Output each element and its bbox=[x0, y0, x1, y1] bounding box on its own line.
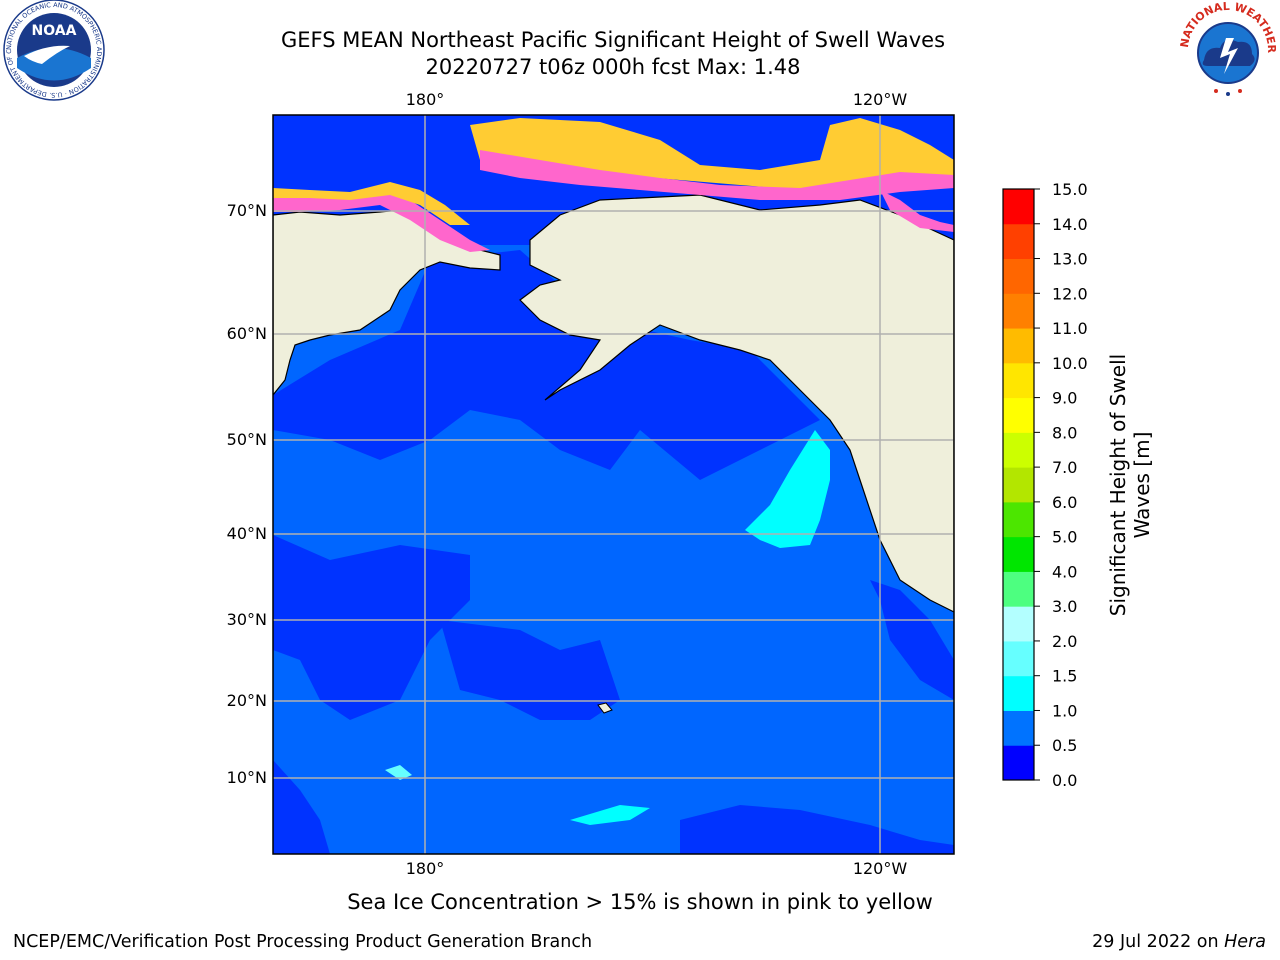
colorbar-tick-label: 5.0 bbox=[1052, 528, 1077, 547]
lat-label-30n: 30°N bbox=[227, 610, 267, 629]
colorbar-segment bbox=[1003, 640, 1034, 677]
swell-cyan-south bbox=[570, 805, 650, 825]
colorbar-tick-label: 0.0 bbox=[1052, 771, 1077, 790]
colorbar-segment bbox=[1003, 328, 1034, 364]
lat-label-10n: 10°N bbox=[227, 768, 267, 787]
colorbar-title: Significant Height of Swell Waves [m] bbox=[1106, 305, 1154, 665]
colorbar-tick-label: 12.0 bbox=[1052, 284, 1088, 303]
land-hawaii bbox=[597, 702, 613, 714]
lon-label-bottom-120w: 120°W bbox=[853, 859, 908, 878]
map-area bbox=[273, 115, 954, 854]
colorbar-tick-label: 6.0 bbox=[1052, 493, 1077, 512]
noaa-logo-text: NOAA bbox=[32, 23, 77, 39]
colorbar-tick-label: 11.0 bbox=[1052, 319, 1088, 338]
colorbar-title-line1: Significant Height of Swell bbox=[1106, 353, 1130, 617]
colorbar-tick-label: 13.0 bbox=[1052, 250, 1088, 269]
deep-swell-west bbox=[273, 535, 470, 720]
colorbar-segment bbox=[1003, 536, 1034, 572]
colorbar-ticks: 0.0 0.5 1.0 1.5 2.0 3.0 4.0 5.0 6.0 7.0 8.0 9.0 10.0… bbox=[1034, 180, 1088, 790]
colorbar-tick-label: 1.5 bbox=[1052, 667, 1077, 686]
lat-label-60n: 60°N bbox=[227, 324, 267, 343]
colorbar-segment bbox=[1003, 606, 1034, 642]
colorbar-tick-label: 10.0 bbox=[1052, 354, 1088, 373]
land-alaska bbox=[519, 194, 954, 613]
footer-date: 29 Jul 2022 on Hera bbox=[1092, 932, 1266, 952]
colorbar-tick-label: 4.0 bbox=[1052, 562, 1077, 581]
deep-swell-north bbox=[273, 250, 820, 480]
lon-label-top-180: 180° bbox=[406, 90, 445, 109]
colorbar-segment bbox=[1003, 258, 1034, 294]
sea-ice-note: Sea Ice Concentration > 15% is shown in … bbox=[347, 890, 933, 914]
sea-ice-pink bbox=[480, 150, 954, 200]
colorbar-segment bbox=[1003, 501, 1034, 538]
graticule bbox=[273, 115, 954, 854]
lat-label-70n: 70°N bbox=[227, 201, 267, 220]
colorbar-segment bbox=[1003, 675, 1034, 711]
sea-ice-west-yellow bbox=[273, 182, 470, 225]
colorbar-tick-label: 7.0 bbox=[1052, 458, 1077, 477]
deep-swell-central bbox=[440, 620, 620, 720]
chart-subtitle: 20220727 t06z 000h fcst Max: 1.48 bbox=[425, 55, 801, 79]
deep-swell-southwest bbox=[273, 760, 330, 854]
swell-cyan-west bbox=[385, 765, 412, 780]
colorbar-tick-label: 1.0 bbox=[1052, 701, 1077, 720]
colorbar-tick-label: 0.5 bbox=[1052, 736, 1077, 755]
colorbar-tick-label: 15.0 bbox=[1052, 180, 1088, 199]
colorbar-segment bbox=[1003, 293, 1034, 329]
chart-title: GEFS MEAN Northeast Pacific Significant … bbox=[280, 28, 946, 52]
lat-label-40n: 40°N bbox=[227, 524, 267, 543]
colorbar-segment bbox=[1003, 189, 1034, 225]
footer-date-text: 29 Jul 2022 on bbox=[1092, 932, 1225, 952]
colorbar-title-line2: Waves [m] bbox=[1130, 431, 1154, 539]
lon-label-top-120w: 120°W bbox=[853, 90, 908, 109]
deep-swell-southeast bbox=[680, 805, 954, 854]
swell-cyan-region bbox=[745, 430, 830, 548]
colorbar-segment bbox=[1003, 467, 1034, 503]
colorbar bbox=[1003, 189, 1034, 781]
colorbar-segment bbox=[1003, 223, 1034, 260]
colorbar-segment bbox=[1003, 397, 1034, 433]
colorbar-tick-label: 14.0 bbox=[1052, 215, 1088, 234]
deep-swell-coast bbox=[870, 580, 954, 700]
colorbar-segment bbox=[1003, 571, 1034, 607]
colorbar-segment bbox=[1003, 432, 1034, 468]
colorbar-tick-label: 3.0 bbox=[1052, 597, 1077, 616]
colorbar-tick-label: 8.0 bbox=[1052, 423, 1077, 442]
lat-label-20n: 20°N bbox=[227, 691, 267, 710]
colorbar-frame bbox=[1002, 188, 1035, 781]
map-frame bbox=[272, 114, 955, 855]
colorbar-tick-label: 2.0 bbox=[1052, 632, 1077, 651]
footer-credit: NCEP/EMC/Verification Post Processing Pr… bbox=[13, 932, 593, 952]
lat-label-50n: 50°N bbox=[227, 430, 267, 449]
lon-label-bottom-180: 180° bbox=[406, 859, 445, 878]
noaa-logo: NATIONAL OCEANIC AND ATMOSPHERIC ADMINIS… bbox=[2, 0, 105, 101]
sea-ice-east bbox=[880, 190, 954, 232]
nws-logo: NATIONAL WEATHER SERVICE bbox=[1176, 0, 1278, 100]
colorbar-segment bbox=[1003, 745, 1034, 781]
colorbar-tick-label: 9.0 bbox=[1052, 389, 1077, 408]
sea-ice-west bbox=[273, 190, 490, 252]
footer-host: Hera bbox=[1224, 932, 1266, 952]
colorbar-segment bbox=[1003, 710, 1034, 746]
colorbar-segment bbox=[1003, 362, 1034, 399]
